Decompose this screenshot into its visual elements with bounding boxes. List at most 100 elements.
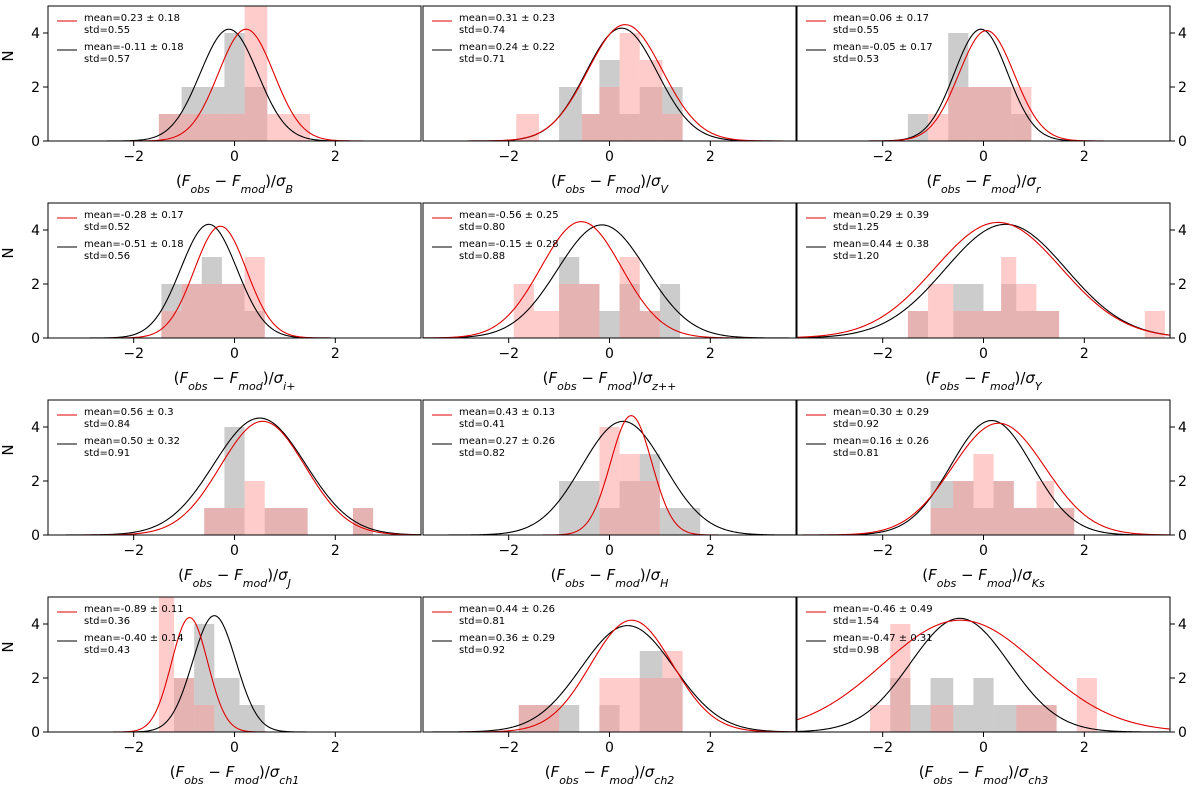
x-tick-label: 2 [1080, 543, 1089, 559]
legend-black-mean: mean=0.50 ± 0.32 [84, 436, 180, 447]
y-tick-label: 2 [31, 671, 40, 687]
red-bar [890, 624, 911, 732]
legend-black-mean: mean=0.36 ± 0.29 [459, 633, 555, 644]
legend-black-mean: mean=-0.40 ± 0.14 [84, 633, 184, 644]
red-bar [244, 6, 268, 141]
red-bar [993, 481, 1014, 535]
red-bar [619, 257, 640, 338]
red-bar [181, 284, 202, 338]
x-tick-label: 2 [1080, 346, 1089, 362]
legend-red-mean: mean=-0.28 ± 0.17 [84, 210, 184, 221]
plot-area [797, 221, 1170, 338]
red-bar [968, 87, 992, 141]
x-tick-label: 0 [979, 346, 988, 362]
red-bar [953, 481, 974, 535]
legend-black-mean: mean=-0.47 ± 0.31 [833, 633, 933, 644]
red-bar [1054, 508, 1075, 535]
y-tick-label: 4 [31, 617, 40, 633]
black-gaussian-curve [797, 419, 1170, 535]
y-axis-label: N [0, 444, 17, 455]
legend-red-std: std=0.55 [84, 25, 130, 36]
x-tick-label: −2 [123, 543, 144, 559]
y-tick-label: 2 [31, 277, 40, 293]
red-bar [930, 705, 954, 732]
red-bar [559, 284, 580, 338]
y-tick-label: 2 [31, 80, 40, 96]
x-tick-label: 0 [230, 346, 239, 362]
red-bar [244, 257, 265, 338]
plot-area [797, 419, 1170, 535]
y-tick-label: 2 [1178, 80, 1187, 96]
legend-black-std: std=0.71 [459, 54, 505, 65]
red-bar [513, 284, 534, 338]
x-tick-label: 2 [1080, 740, 1089, 756]
legend-black-mean: mean=-0.05 ± 0.17 [833, 42, 933, 53]
y-axis-label: N [0, 641, 17, 652]
red-bar [983, 311, 1002, 338]
red-bar [518, 705, 539, 732]
y-tick-label: 4 [31, 420, 40, 436]
y-tick-label: 0 [1178, 725, 1187, 741]
red-bar [930, 508, 954, 535]
grey-bar [599, 311, 620, 338]
y-tick-label: 0 [31, 528, 40, 544]
legend-red-mean: mean=-0.89 ± 0.11 [84, 604, 184, 615]
red-bar [1011, 87, 1032, 141]
red-bar [953, 311, 984, 338]
red-bar [204, 508, 225, 535]
y-tick-label: 0 [1178, 331, 1187, 347]
red-bar [1016, 284, 1037, 338]
y-tick-label: 0 [1178, 134, 1187, 150]
y-tick-label: 0 [31, 134, 40, 150]
grey-bar [993, 705, 1017, 732]
legend-black-std: std=0.57 [84, 54, 130, 65]
legend-black-mean: mean=0.44 ± 0.38 [833, 239, 929, 250]
x-tick-label: 0 [230, 740, 239, 756]
x-tick-label: 2 [331, 740, 340, 756]
red-bar [158, 114, 202, 141]
red-bar [1036, 705, 1057, 732]
y-tick-label: 2 [1178, 277, 1187, 293]
x-axis-label: (Fobs − Fmod)/σch1 [170, 763, 300, 787]
red-gaussian-curve [797, 422, 1170, 535]
y-tick-label: 0 [31, 331, 40, 347]
legend-black-mean: mean=0.24 ± 0.22 [459, 42, 555, 53]
x-tick-label: −2 [123, 149, 144, 165]
red-bar [599, 427, 620, 535]
red-bar [221, 284, 245, 338]
x-tick-label: 0 [605, 740, 614, 756]
legend-red-mean: mean=0.31 ± 0.23 [459, 13, 555, 24]
grey-bar [953, 705, 974, 732]
plot-area [48, 6, 421, 141]
legend-red-mean: mean=0.43 ± 0.13 [459, 407, 555, 418]
red-bar [973, 454, 994, 535]
grey-bar [659, 508, 701, 535]
legend-red-mean: mean=-0.46 ± 0.49 [833, 604, 933, 615]
legend-black-std: std=0.91 [84, 448, 130, 459]
panel-z++: −2 0 2(Fobs − Fmod)/σz++mean=-0.56 ± 0.25s… [422, 202, 797, 393]
black-gaussian-curve [797, 28, 1170, 141]
x-tick-label: 2 [706, 346, 715, 362]
legend-black-std: std=0.53 [833, 54, 879, 65]
x-axis-label: (Fobs − Fmod)/σV [551, 172, 670, 196]
x-axis-label: (Fobs − Fmod)/σr [926, 172, 1042, 196]
red-bar [579, 284, 600, 338]
red-bar [1036, 481, 1055, 535]
y-tick-label: 4 [31, 26, 40, 42]
legend-black-mean: mean=-0.51 ± 0.18 [84, 239, 184, 250]
panel-i+: −2 0 2 0 2 4 N (Fobs − Fmod)/σi+ mean=-0.28 ± 0.… [0, 202, 422, 393]
legend-red-std: std=1.25 [833, 222, 879, 233]
y-tick-label: 0 [31, 725, 40, 741]
plot-area [797, 617, 1170, 732]
x-tick-label: −2 [872, 149, 893, 165]
y-tick-label: 2 [1178, 474, 1187, 490]
black-gaussian-curve [797, 223, 1170, 338]
red-gaussian-curve [423, 415, 796, 535]
legend-red-std: std=0.81 [459, 616, 505, 627]
black-gaussian-curve [423, 625, 796, 732]
